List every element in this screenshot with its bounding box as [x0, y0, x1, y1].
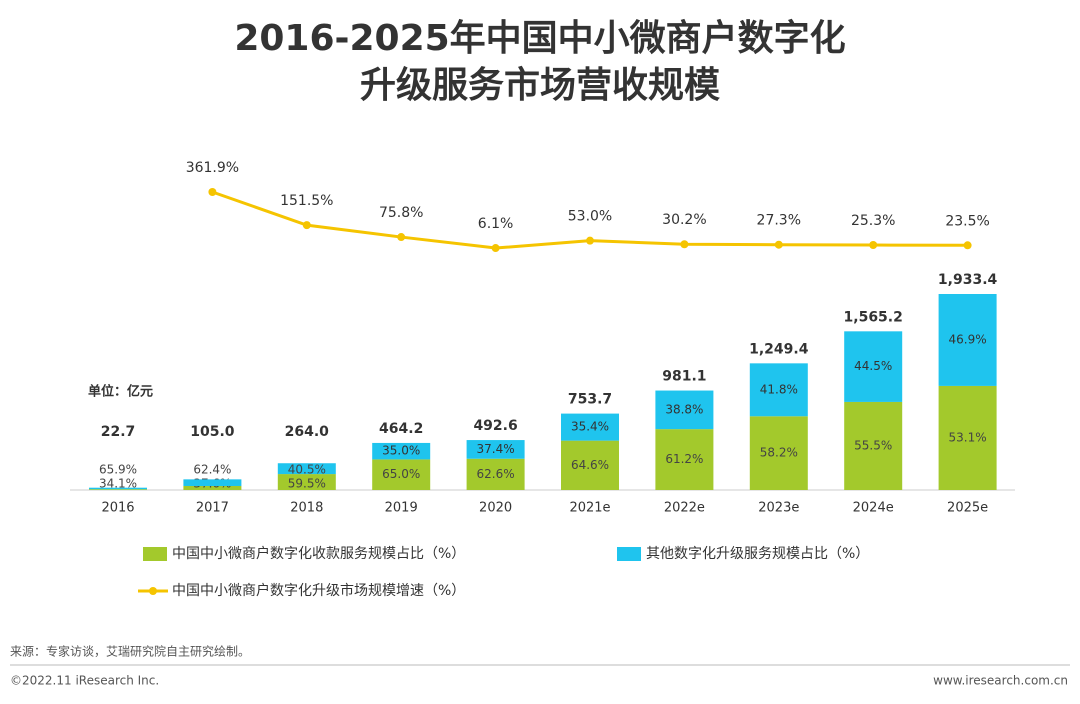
chart-title: 升级服务市场营收规模 — [360, 65, 720, 106]
growth-point — [491, 244, 500, 253]
segment-label: 61.2% — [665, 452, 703, 466]
growth-point — [680, 240, 689, 249]
segment-label: 46.9% — [949, 332, 987, 346]
bar-segment — [277, 463, 336, 475]
total-label: 105.0 — [190, 424, 235, 440]
growth-point — [774, 240, 783, 249]
bar-segment — [372, 442, 431, 460]
bar-segment — [277, 474, 336, 490]
total-label: 753.7 — [568, 392, 612, 408]
source: 来源：专家访谈，艾瑞研究院自主研究绘制。 — [10, 644, 250, 659]
bar-segment — [89, 489, 147, 490]
unit-label: 单位：亿元 — [88, 384, 153, 400]
bar-segment — [183, 479, 242, 486]
x-tick-label: 2022e — [664, 501, 705, 516]
segment-label: 64.6% — [571, 458, 609, 472]
chart-title: 2016-2025年中国中小微商户数字化 — [234, 18, 845, 59]
legend-label: 中国中小微商户数字化收款服务规模占比（%） — [172, 545, 465, 562]
total-label: 464.2 — [379, 421, 423, 437]
growth-point — [397, 233, 406, 242]
growth-label: 6.1% — [478, 216, 514, 232]
segment-label: 35.4% — [571, 420, 609, 434]
bar-segment — [749, 416, 808, 490]
segment-label: 62.6% — [477, 467, 515, 481]
bar-segment — [938, 385, 997, 490]
bar-segment — [561, 440, 619, 490]
total-label: 22.7 — [101, 424, 136, 440]
bar-segment — [844, 331, 903, 402]
segment-label: 65.9% — [99, 463, 137, 477]
copyright: ©2022.11 iResearch Inc. — [10, 674, 159, 688]
growth-label: 30.2% — [662, 212, 706, 228]
growth-label: 361.9% — [186, 160, 239, 176]
segment-label: 62.4% — [193, 463, 231, 477]
growth-point — [586, 236, 594, 245]
x-tick-label: 2023e — [758, 501, 799, 516]
total-label: 1,249.4 — [749, 341, 809, 357]
bar-segment — [561, 413, 619, 441]
segment-label: 37.4% — [477, 442, 515, 456]
segment-label: 65.0% — [382, 467, 420, 481]
segment-label: 53.1% — [949, 430, 987, 444]
segment-label: 35.0% — [382, 444, 420, 458]
website: www.iresearch.com.cn — [933, 674, 1068, 688]
x-tick-label: 2021e — [569, 501, 610, 516]
total-label: 1,933.4 — [938, 272, 998, 288]
growth-point — [302, 221, 311, 230]
bar-segment — [655, 429, 714, 490]
legend-swatch — [143, 547, 167, 561]
total-label: 492.6 — [473, 418, 517, 434]
x-tick-label: 2025e — [947, 501, 988, 516]
growth-point — [208, 188, 217, 196]
bar-segment — [372, 459, 431, 490]
legend-dot — [149, 587, 157, 595]
bar-segment — [844, 401, 903, 490]
growth-label: 23.5% — [945, 213, 989, 229]
growth-label: 151.5% — [280, 193, 333, 209]
segment-label: 40.5% — [288, 463, 326, 477]
x-tick-label: 2017 — [196, 501, 229, 516]
segment-label: 38.8% — [665, 402, 703, 416]
legend-label: 其他数字化升级服务规模占比（%） — [646, 546, 869, 562]
growth-label: 27.3% — [757, 213, 801, 229]
x-tick-label: 2018 — [290, 501, 323, 516]
bar-segment — [466, 440, 525, 459]
bar-segment — [655, 390, 714, 430]
bar-segment — [749, 363, 808, 417]
growth-point — [963, 241, 972, 250]
segment-label: 41.8% — [760, 382, 798, 396]
growth-label: 53.0% — [568, 209, 612, 225]
x-tick-label: 2024e — [853, 501, 894, 516]
total-label: 1,565.2 — [844, 309, 903, 325]
legend-swatch — [617, 547, 641, 561]
segment-label: 58.2% — [760, 446, 798, 460]
segment-label: 34.1% — [99, 477, 137, 491]
growth-label: 25.3% — [851, 213, 895, 229]
growth-point — [869, 241, 878, 250]
total-label: 264.0 — [285, 424, 330, 440]
segment-label: 59.5% — [288, 477, 326, 491]
segment-label: 44.5% — [854, 359, 892, 373]
bar-segment — [466, 458, 525, 490]
total-label: 981.1 — [662, 369, 706, 385]
x-tick-label: 2020 — [479, 501, 512, 516]
x-tick-label: 2019 — [385, 501, 418, 516]
bar-segment — [938, 294, 997, 386]
growth-label: 75.8% — [379, 205, 423, 221]
legend-label: 中国中小微商户数字化升级市场规模增速（%） — [172, 582, 465, 599]
bar-segment — [89, 487, 147, 490]
bar-segment — [183, 485, 242, 490]
x-tick-label: 2016 — [101, 501, 134, 516]
segment-label: 55.5% — [854, 438, 892, 452]
